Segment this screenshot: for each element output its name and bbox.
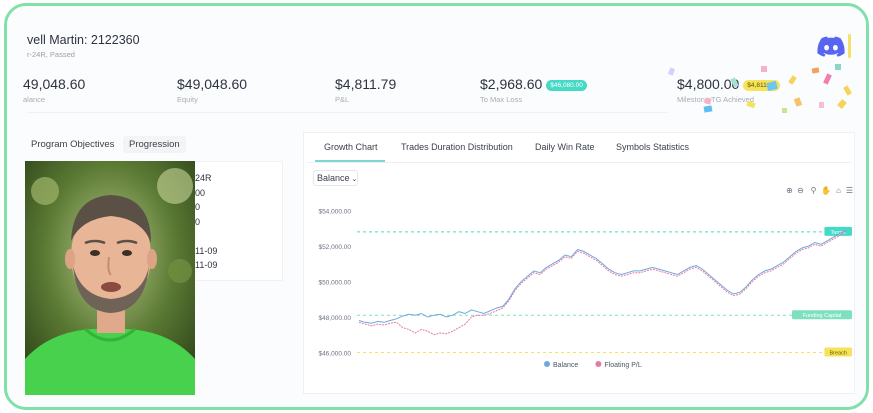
stat-value: $4,811.79 xyxy=(335,76,397,92)
dashboard: vell Martin: 2122360 r-24R, Passed 49,04… xyxy=(7,6,866,407)
reference-line-badge xyxy=(824,347,852,357)
objective-value: 11-09 xyxy=(195,260,218,270)
tab-growth-chart[interactable]: Growth Chart xyxy=(324,142,378,152)
stat-label: alance xyxy=(23,95,46,104)
tab-trades-duration[interactable]: Trades Duration Distribution xyxy=(401,142,513,152)
magnify-icon[interactable]: ⚲ xyxy=(810,186,817,195)
max-loss-badge: $46,080.00 xyxy=(546,79,587,91)
objective-value: 0 xyxy=(195,216,201,227)
reference-line-badge xyxy=(792,310,852,320)
tab-symbols-statistics[interactable]: Symbols Statistics xyxy=(616,142,690,152)
home-icon[interactable]: ⌂ xyxy=(836,186,841,195)
stat-label: To Max Loss xyxy=(480,95,523,104)
yellow-marker xyxy=(848,34,851,58)
objectives-values: 24R 00 0 0 11-09 11-09 xyxy=(195,171,217,273)
stat-label: Equity xyxy=(177,95,198,104)
stat-to-max-loss: $2,968.60 $46,080.00 To Max Loss xyxy=(480,76,587,114)
y-tick-label: $54,000.00 xyxy=(318,209,351,216)
stat-equity: $49,048.60 Equity xyxy=(177,76,247,114)
milestone-badge: $4,811.79 xyxy=(743,79,780,91)
reference-line-label: Breach xyxy=(829,350,846,356)
y-tick-label: $52,000.00 xyxy=(318,244,351,251)
stat-label: Milestone TG Achieved xyxy=(677,95,754,104)
floating-pl-line xyxy=(358,230,847,336)
tab-progression[interactable]: Progression xyxy=(123,136,186,153)
chart-card xyxy=(303,132,855,394)
zoom-out-icon[interactable]: ⊖ xyxy=(797,186,804,195)
pan-hand-icon[interactable]: ✋ xyxy=(821,186,831,195)
menu-icon[interactable]: ☰ xyxy=(845,186,854,195)
stat-milestone: $4,800.00 $4,811.79 Milestone TG Achieved xyxy=(677,76,780,114)
balance-line xyxy=(358,229,847,324)
reference-line-label: Target xyxy=(831,230,847,236)
legend-marker xyxy=(544,361,550,367)
objective-value: 24R xyxy=(195,173,212,183)
stats-divider xyxy=(27,112,667,113)
balance-select[interactable]: Balance ⌄ xyxy=(313,170,358,186)
y-tick-label: $50,000.00 xyxy=(318,280,351,287)
account-subtitle: r-24R, Passed xyxy=(27,50,75,59)
objective-value: 0 xyxy=(195,202,201,212)
reference-line-label: Funding Capital xyxy=(803,313,842,319)
stat-balance: 49,048.60 alance xyxy=(23,76,85,114)
objective-value xyxy=(195,229,217,244)
chart-tabs-divider xyxy=(307,162,852,163)
reference-line-badge xyxy=(824,226,852,236)
objective-value: 11-09 xyxy=(195,245,218,256)
stat-pnl: $4,811.79 P&L xyxy=(335,76,396,114)
chart-tabs: Growth Chart Trades Duration Distributio… xyxy=(307,136,847,162)
stat-value: $49,048.60 xyxy=(177,76,248,92)
tab-daily-win-rate[interactable]: Daily Win Rate xyxy=(535,142,595,152)
objective-value: 00 xyxy=(195,187,206,198)
legend-marker xyxy=(595,361,602,367)
stat-value: $2,968.60 xyxy=(480,76,543,92)
zoom-in-icon[interactable]: ⊕ xyxy=(786,186,793,195)
stat-value: $4,800.00 xyxy=(677,76,740,92)
webcam-overlay xyxy=(25,161,195,395)
stat-label: P&L xyxy=(335,95,350,104)
balance-select-value: Balance xyxy=(317,173,350,183)
legend-label: Balance xyxy=(553,362,578,369)
growth-chart: $54,000.00 $52,000.00 $50,000.00 $48,000.00… xyxy=(318,209,852,369)
chevron-down-icon: ⌄ xyxy=(351,176,358,183)
account-title: vell Martin: 2122360 xyxy=(27,33,140,47)
stats-row: 49,048.60 alance $49,048.60 Equity $4,81… xyxy=(7,68,866,112)
webcam-person-image xyxy=(25,161,195,395)
stat-value: 49,048.60 xyxy=(23,76,86,92)
active-tab-indicator xyxy=(315,160,385,162)
y-tick-label: $48,000.00 xyxy=(318,315,351,322)
discord-icon[interactable] xyxy=(817,36,845,58)
app-frame: vell Martin: 2122360 r-24R, Passed 49,04… xyxy=(4,3,869,410)
y-tick-label: $46,000.00 xyxy=(318,350,351,357)
tab-program-objectives[interactable]: Program Objectives xyxy=(31,139,115,150)
legend-label: Floating P/L xyxy=(604,362,641,369)
